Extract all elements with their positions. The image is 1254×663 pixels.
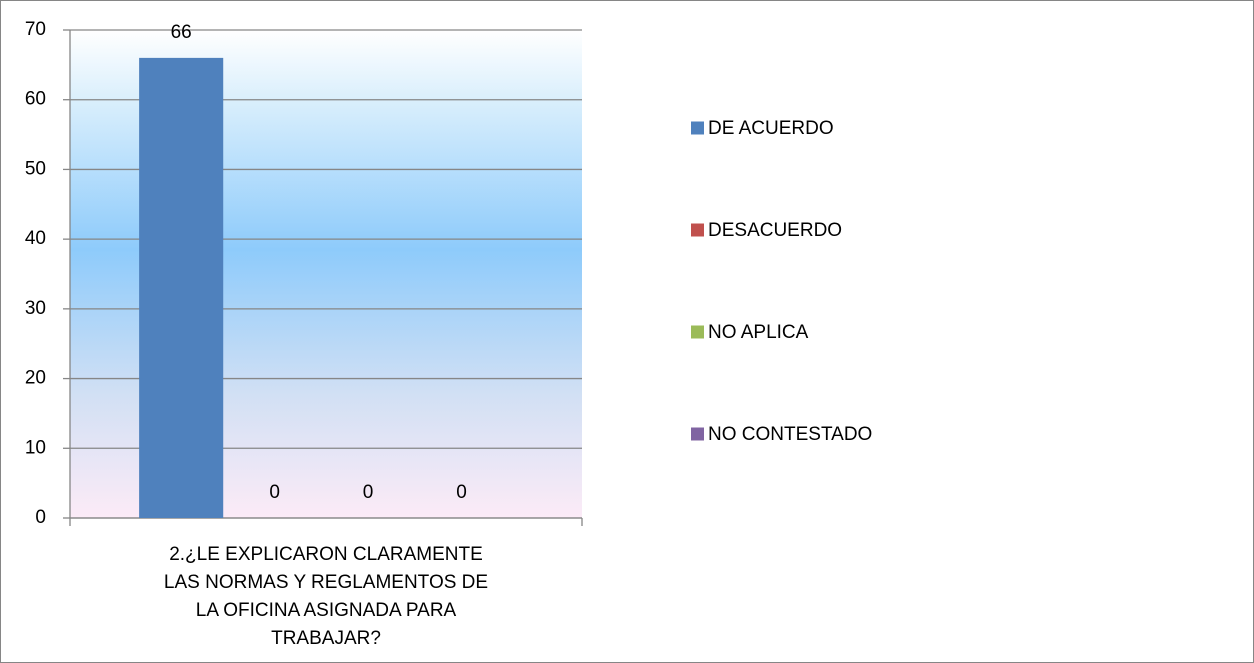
legend-label: DE ACUERDO — [708, 118, 834, 139]
legend-label: NO CONTESTADO — [708, 424, 872, 445]
legend-label: NO APLICA — [708, 322, 809, 343]
y-tick-label: 70 — [25, 19, 46, 40]
y-tick-label: 60 — [25, 89, 46, 110]
data-label: 0 — [456, 482, 467, 503]
bar — [139, 57, 224, 519]
legend-swatch — [691, 325, 704, 339]
legend-label: DESACUERDO — [708, 220, 842, 241]
data-label: 0 — [269, 482, 280, 503]
data-label: 66 — [171, 22, 192, 43]
legend-swatch — [691, 223, 704, 237]
y-tick-label: 10 — [25, 437, 46, 458]
legend-swatch — [691, 121, 704, 135]
y-tick-label: 40 — [25, 228, 46, 249]
y-tick-label: 20 — [25, 368, 46, 389]
legend-swatch — [691, 427, 704, 441]
data-label: 0 — [363, 482, 374, 503]
y-tick-label: 30 — [25, 298, 46, 319]
x-category-label: 2.¿LE EXPLICARON CLARAMENTE LAS NORMAS Y… — [163, 544, 489, 649]
y-tick-label: 50 — [25, 158, 46, 179]
y-tick-label: 0 — [35, 507, 46, 528]
